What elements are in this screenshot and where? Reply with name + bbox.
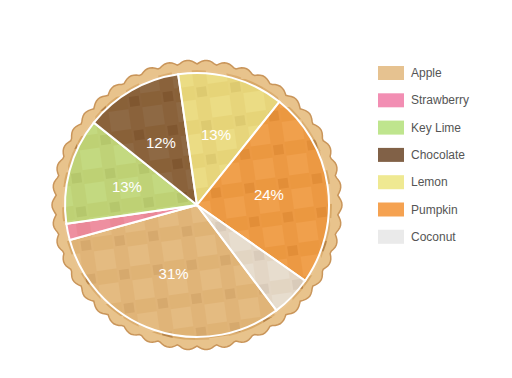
data-label: 13% — [201, 126, 231, 143]
legend-swatch — [378, 148, 404, 162]
legend-label: Key Lime — [411, 121, 461, 135]
legend-label: Apple — [411, 66, 442, 80]
slices — [65, 73, 329, 337]
legend-swatch — [378, 121, 404, 135]
legend-swatch — [378, 203, 404, 217]
legend-label: Coconut — [411, 230, 456, 244]
chart: 31% 13% 12% 13% 24% Apple Strawberry Key Lime Ch… — [0, 0, 512, 378]
legend-label: Pumpkin — [411, 203, 458, 217]
legend-swatch — [378, 66, 404, 80]
legend-swatch — [378, 230, 404, 244]
data-label: 24% — [254, 186, 284, 203]
legend: Apple Strawberry Key Lime Chocolate Lemon Pum… — [378, 66, 469, 244]
legend-swatch — [378, 93, 404, 107]
legend-swatch — [378, 175, 404, 189]
data-label: 13% — [112, 178, 142, 195]
data-label: 12% — [146, 134, 176, 151]
pie-crust — [52, 60, 342, 349]
data-label: 31% — [159, 265, 189, 282]
legend-label: Lemon — [411, 175, 448, 189]
pie-filling — [62, 70, 332, 340]
data-labels: 31% 13% 12% 13% 24% — [112, 126, 284, 282]
legend-label: Strawberry — [411, 93, 469, 107]
legend-label: Chocolate — [411, 148, 465, 162]
pie-slice — [197, 205, 305, 310]
